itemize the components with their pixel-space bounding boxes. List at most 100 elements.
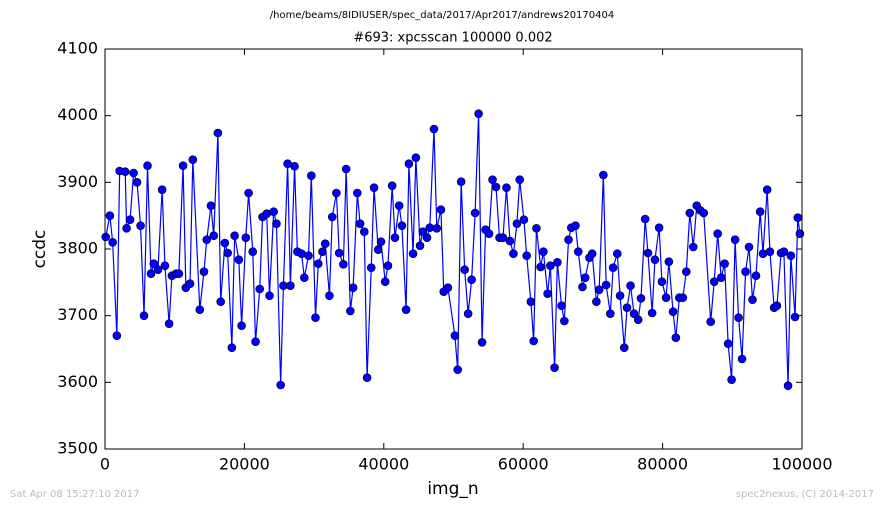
data-point [706, 317, 715, 326]
data-point [185, 279, 195, 288]
data-point [633, 315, 643, 324]
data-point [751, 271, 761, 280]
data-point [149, 259, 159, 268]
y-tick-label: 3900 [57, 172, 98, 191]
data-point [727, 375, 736, 384]
data-point [699, 208, 709, 218]
data-point [460, 265, 469, 274]
x-tick-label: 20000 [219, 455, 270, 474]
data-point [160, 261, 170, 270]
data-point [206, 201, 216, 210]
data-point [587, 249, 597, 258]
data-point [571, 221, 580, 230]
data-point [383, 261, 393, 270]
data-point [220, 238, 230, 248]
data-point [290, 162, 299, 171]
data-point [650, 255, 660, 264]
data-point [355, 219, 365, 228]
data-point [359, 227, 369, 236]
data-point [108, 238, 117, 247]
data-point [622, 303, 632, 312]
data-point [783, 381, 793, 390]
data-point [529, 336, 538, 346]
data-point [515, 175, 525, 184]
data-point [578, 282, 587, 292]
data-point [502, 183, 511, 192]
data-point [664, 257, 674, 266]
data-point [539, 247, 548, 256]
y-tick-label: 3600 [57, 372, 98, 391]
data-point [640, 214, 650, 224]
data-point [143, 161, 152, 170]
data-point [488, 175, 497, 184]
x-axis-label: img_n [427, 479, 478, 499]
data-point [311, 313, 320, 322]
data-point [304, 251, 313, 260]
data-point [723, 339, 733, 348]
data-point [612, 249, 622, 258]
data-point [390, 233, 400, 242]
data-point [300, 273, 309, 282]
data-point [276, 380, 285, 390]
data-point [404, 159, 414, 168]
data-point [436, 205, 446, 214]
data-point [716, 273, 726, 282]
data-point [188, 155, 198, 164]
data-point [678, 293, 688, 302]
data-point [146, 269, 156, 278]
data-point [734, 313, 743, 322]
data-point [685, 208, 695, 218]
data-point [227, 343, 237, 352]
x-tick-label: 80000 [637, 455, 688, 474]
chart-subtitle: #693: xpcsscan 100000 0.002 [353, 31, 552, 46]
data-point [415, 241, 425, 250]
data-point [213, 128, 223, 138]
data-point [474, 109, 483, 118]
data-point [394, 201, 404, 210]
data-point [681, 267, 691, 276]
data-point [112, 331, 122, 340]
footer-left: Sat Apr 08 15:27:10 2017 [10, 489, 140, 500]
data-point [560, 316, 569, 326]
data-point [557, 301, 566, 310]
data-point [286, 281, 295, 290]
data-point [477, 338, 487, 347]
data-point [744, 242, 754, 252]
data-point [397, 221, 407, 230]
data-point [325, 291, 334, 300]
data-point [484, 229, 494, 238]
data-point [366, 263, 376, 272]
data-point [790, 312, 800, 322]
data-point [594, 285, 604, 294]
data-point [636, 294, 646, 303]
data-point [599, 170, 608, 180]
data-point [450, 331, 460, 340]
data-point [601, 280, 611, 290]
data-point [408, 249, 418, 258]
data-point [318, 247, 327, 256]
data-point [129, 168, 138, 178]
data-point [125, 215, 135, 224]
data-point [654, 223, 664, 232]
data-point [216, 297, 226, 306]
data-point [269, 207, 278, 216]
data-point [422, 233, 432, 242]
data-point [643, 248, 653, 258]
data-point [346, 306, 355, 316]
data-point [720, 259, 729, 268]
data-point [592, 297, 601, 306]
data-point [307, 171, 316, 180]
data-point [536, 262, 545, 272]
data-point [136, 221, 145, 230]
data-point [526, 297, 536, 306]
y-tick-label: 4000 [57, 105, 98, 124]
data-point [244, 188, 253, 198]
data-point [105, 211, 115, 220]
x-tick-label: 40000 [358, 455, 409, 474]
chart-title: /home/beams/8IDIUSER/spec_data/2017/Apr2… [270, 10, 614, 21]
data-point [657, 277, 667, 286]
data-point [153, 265, 163, 274]
data-point [362, 373, 372, 382]
data-point [668, 307, 678, 316]
